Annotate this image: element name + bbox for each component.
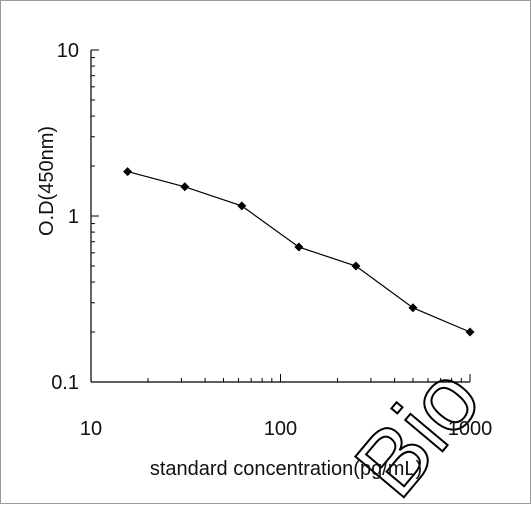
x-tick-label: 100: [264, 418, 297, 440]
y-tick-label: 0.1: [51, 372, 79, 394]
axes-layer: [90, 49, 471, 383]
y-axis-title: O.D(450nm): [36, 126, 58, 236]
x-axis-title: standard concentration(pg/mL): [150, 458, 422, 480]
y-tick-label: 10: [57, 40, 79, 62]
data-point-marker: [408, 303, 418, 313]
series-line: [127, 171, 471, 333]
data-point-marker: [180, 182, 190, 192]
data-point-marker: [465, 327, 475, 337]
x-tick-label: 1000: [448, 418, 493, 440]
data-point-marker: [294, 242, 304, 252]
x-tick-label: 10: [80, 418, 102, 440]
data-point-marker: [351, 261, 361, 271]
data-point-marker: [237, 201, 247, 211]
series-layer: [123, 167, 475, 337]
labels-layer: 0.1 1 10 10 100 1000 standard concentration(pg…: [36, 40, 492, 480]
y-tick-label: 1: [68, 206, 79, 228]
data-point-marker: [123, 167, 133, 177]
